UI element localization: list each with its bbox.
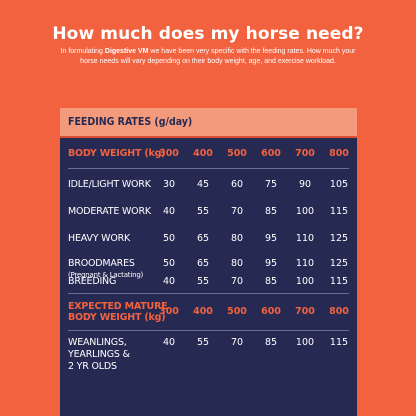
table-cell: 85	[264, 276, 278, 287]
table-cell: 60	[230, 179, 244, 190]
table-cell: 55	[196, 337, 210, 348]
table-cell: 70	[230, 206, 244, 217]
header-cell: 500	[227, 306, 247, 317]
youngstock-line3: 2 YR OLDS	[68, 361, 117, 372]
table-row: WEANLINGS, YEARLINGS & 2 YR OLDS 40 55 70 …	[60, 337, 357, 377]
header-cell: 500	[227, 148, 247, 159]
table-cell: 70	[230, 276, 244, 287]
table-cell: 40	[162, 276, 176, 287]
table-cell: 110	[295, 233, 315, 244]
row-label: BROODMARES (Pregnant & Lactating)	[68, 258, 143, 279]
table-cell: 115	[329, 337, 349, 348]
header-cell: 600	[261, 306, 281, 317]
header-cell: 700	[295, 148, 315, 159]
header-cell: 800	[329, 306, 349, 317]
table-row: BREEDING 40 55 70 85 100 115	[60, 275, 357, 297]
table-cell: 125	[329, 233, 349, 244]
youngstock-line2: YEARLINGS &	[68, 349, 130, 360]
table-cell: 110	[295, 258, 315, 269]
header-cell: 400	[193, 148, 213, 159]
row-label: WEANLINGS, YEARLINGS & 2 YR OLDS	[68, 337, 130, 373]
header-cell: 700	[295, 306, 315, 317]
mature-weight-header-row: EXPECTED MATURE BODY WEIGHT (kg) 300 400 …	[60, 300, 357, 330]
table-cell: 40	[162, 337, 176, 348]
intro-part1: In formulating	[60, 48, 105, 55]
table-cell: 95	[264, 258, 278, 269]
row-label-sub: (Pregnant & Lactating)	[68, 271, 144, 279]
body-weight-header-row: BODY WEIGHT (kg) 300 400 500 600 700 800	[60, 144, 357, 168]
mature-weight-header-label: EXPECTED MATURE BODY WEIGHT (kg)	[68, 301, 168, 323]
row-label-main: BROODMARES	[68, 258, 135, 269]
feeding-rates-table: FEEDING RATES (g/day) BODY WEIGHT (kg) 3…	[60, 108, 357, 416]
table-cell: 50	[162, 258, 176, 269]
table-cell: 80	[230, 258, 244, 269]
table-cell: 65	[196, 258, 210, 269]
intro-part2: we have been very specific with the feed…	[80, 48, 356, 65]
divider	[68, 168, 349, 169]
intro-text: In formulating Digestive VM we have been…	[58, 47, 358, 67]
table-cell: 100	[295, 276, 315, 287]
table-cell: 45	[196, 179, 210, 190]
table-cell: 115	[329, 276, 349, 287]
table-cell: 85	[264, 337, 278, 348]
youngstock-line1: WEANLINGS,	[68, 337, 127, 348]
row-label: HEAVY WORK	[68, 233, 131, 244]
table-cell: 105	[329, 179, 349, 190]
table-row: HEAVY WORK 50 65 80 95 110 125	[60, 232, 357, 254]
table-cell: 55	[196, 206, 210, 217]
table-row: BROODMARES (Pregnant & Lactating) 50 65 8…	[60, 238, 357, 279]
header-cell: 800	[329, 148, 349, 159]
body-weight-header-label: BODY WEIGHT (kg)	[68, 148, 166, 159]
table-cell: 55	[196, 276, 210, 287]
table-cell: 40	[162, 206, 176, 217]
table-cell: 50	[162, 233, 176, 244]
header-cell: 300	[159, 148, 179, 159]
table-cell: 125	[329, 258, 349, 269]
table-cell: 30	[162, 179, 176, 190]
header-cell: 400	[193, 306, 213, 317]
mature-weight-line2: BODY WEIGHT (kg)	[68, 312, 166, 323]
table-cell: 115	[329, 206, 349, 217]
table-cell: 100	[295, 206, 315, 217]
row-label: MODERATE WORK	[68, 206, 151, 217]
table-title: FEEDING RATES (g/day)	[68, 116, 193, 128]
intro-brand: Digestive VM	[104, 48, 149, 55]
table-cell: 90	[298, 179, 312, 190]
table-cell: 80	[230, 233, 244, 244]
page-title: How much does my horse need?	[52, 24, 364, 44]
table-cell: 65	[196, 233, 210, 244]
header-cell: 600	[261, 148, 281, 159]
row-label: IDLE/LIGHT WORK	[68, 179, 151, 190]
table-row: MODERATE WORK 40 55 70 85 100 115	[60, 205, 357, 227]
mature-weight-line1: EXPECTED MATURE	[68, 301, 168, 312]
table-cell: 85	[264, 206, 278, 217]
table-cell: 100	[295, 337, 315, 348]
table-title-bar: FEEDING RATES (g/day)	[60, 108, 357, 138]
divider	[68, 330, 349, 331]
divider	[68, 293, 349, 294]
table-row: IDLE/LIGHT WORK 30 45 60 75 90 105	[60, 178, 357, 200]
header-cell: 300	[159, 306, 179, 317]
table-cell: 70	[230, 337, 244, 348]
table-cell: 75	[264, 179, 278, 190]
table-cell: 95	[264, 233, 278, 244]
row-label: BREEDING	[68, 276, 117, 287]
